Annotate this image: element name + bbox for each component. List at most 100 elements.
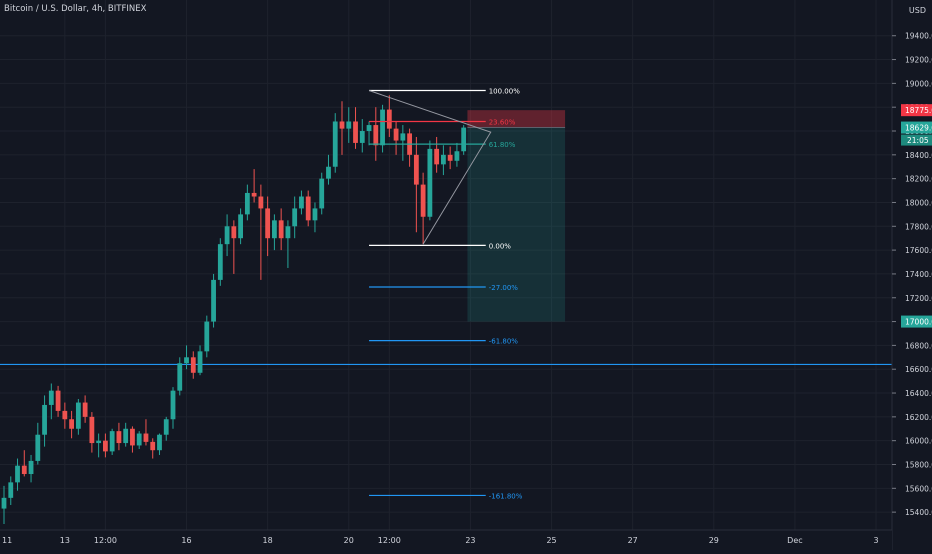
time-tick-label: 25 [546,536,556,545]
price-tick-label: 19400.0 [905,32,932,41]
triangle-pattern[interactable] [368,90,492,245]
price-label-text: 18629.0 [905,124,932,133]
price-unit-label: USD [908,6,926,15]
fib-level-label: -27.00% [489,284,519,292]
candle-body [170,390,176,420]
candle-body [434,148,440,165]
candle-body [89,416,95,444]
candle-body [346,121,352,129]
candle-body [184,357,189,364]
price-tick-label: 16000.0 [905,437,932,446]
fib-level-label: 61.80% [489,141,516,149]
price-tick-label: 17200.0 [905,294,932,303]
price-tick-label: 17400.0 [905,270,932,279]
candle-body [292,208,298,227]
time-tick-label: 23 [465,536,475,545]
price-tick-label: 15800.0 [905,460,932,469]
price-axis[interactable]: 15400.0 15600.0 15800.0 16000.0 16200.0 16400… [891,0,932,550]
time-axis-background [0,530,892,550]
candle-body [15,465,20,483]
candle-body [42,404,47,435]
time-tick-label: 11 [2,536,12,545]
price-tick-label: 18400.0 [905,151,932,160]
candle-body [244,192,250,215]
price-tick-label: 18200.0 [905,175,932,184]
candle-body [339,121,345,129]
fibonacci-levels[interactable]: 100.00% 23.60% 61.80% 0.00% -27.00% -61.80% -1… [369,88,523,501]
candle-body [326,166,331,179]
candle-body [123,428,129,444]
candle-body [163,419,169,435]
candle-body [413,154,419,185]
price-tick-label: 16200.0 [905,413,932,422]
candle-body [217,244,223,280]
time-axis[interactable]: 11 13 12:00 16 18 20 12:00 23 25 27 29 Dec 3 [0,529,892,550]
candle-body [461,127,467,152]
candle-body [21,465,27,475]
candle-body [420,184,426,217]
candle-body [35,434,41,461]
price-label-box [901,315,932,328]
time-tick-label: 29 [709,536,719,545]
candle-body [319,178,325,209]
candle-body [447,154,453,161]
candle-body [224,226,230,245]
candle-body [393,128,399,141]
candle-body [373,125,379,146]
candle-body [427,148,433,217]
price-label-box [901,121,932,134]
time-tick-label: 3 [873,536,878,545]
candle-body [8,482,14,498]
candle-body [96,440,102,444]
price-tick-label: 15400.0 [905,508,932,517]
candle-body [116,431,122,444]
candle-body [265,208,271,239]
candle-body [380,109,385,146]
candle-body [238,214,243,239]
time-tick-label: 16 [181,536,191,545]
candle-body [332,121,338,167]
time-tick-label: 18 [263,536,273,545]
price-tick-label: 18000.0 [905,198,932,207]
candle-body [258,196,264,209]
stop-loss-zone [467,110,566,128]
price-tick-label: 15600.0 [905,484,932,493]
candle-body [197,351,203,373]
triangle-outline [368,90,492,245]
candle-body [157,434,162,451]
price-tick-label: 19000.0 [905,79,932,88]
price-label-box [901,104,932,117]
fib-level-label: 0.00% [489,242,512,250]
fib-level-label: 23.60% [489,118,516,126]
candle-body [353,121,358,143]
candle-body [103,440,108,452]
candle-body [386,109,392,129]
candle-body [251,192,257,197]
candle-body [28,460,34,475]
candle-body [82,402,88,417]
candle-body [177,363,183,391]
candles [1,95,467,525]
price-tick-label: 17800.0 [905,222,932,231]
countdown-label: 21:05 [907,136,929,145]
time-tick-label: Dec [787,536,802,545]
candle-body [150,441,156,451]
time-tick-label: 20 [344,536,354,545]
candle-body [305,196,311,221]
price-tick-label: 16400.0 [905,389,932,398]
candle-body [359,131,365,143]
candle-body [366,125,372,132]
candle-body [55,390,61,411]
fib-level-label: 100.00% [489,88,520,96]
price-label-text: 17000.0 [905,318,932,327]
candle-body [109,431,115,452]
countdown-box [901,134,932,146]
time-tick-label: 27 [628,536,638,545]
candle-body [211,279,216,322]
time-tick-label: 12:00 [378,536,401,545]
candle-body [1,497,7,509]
